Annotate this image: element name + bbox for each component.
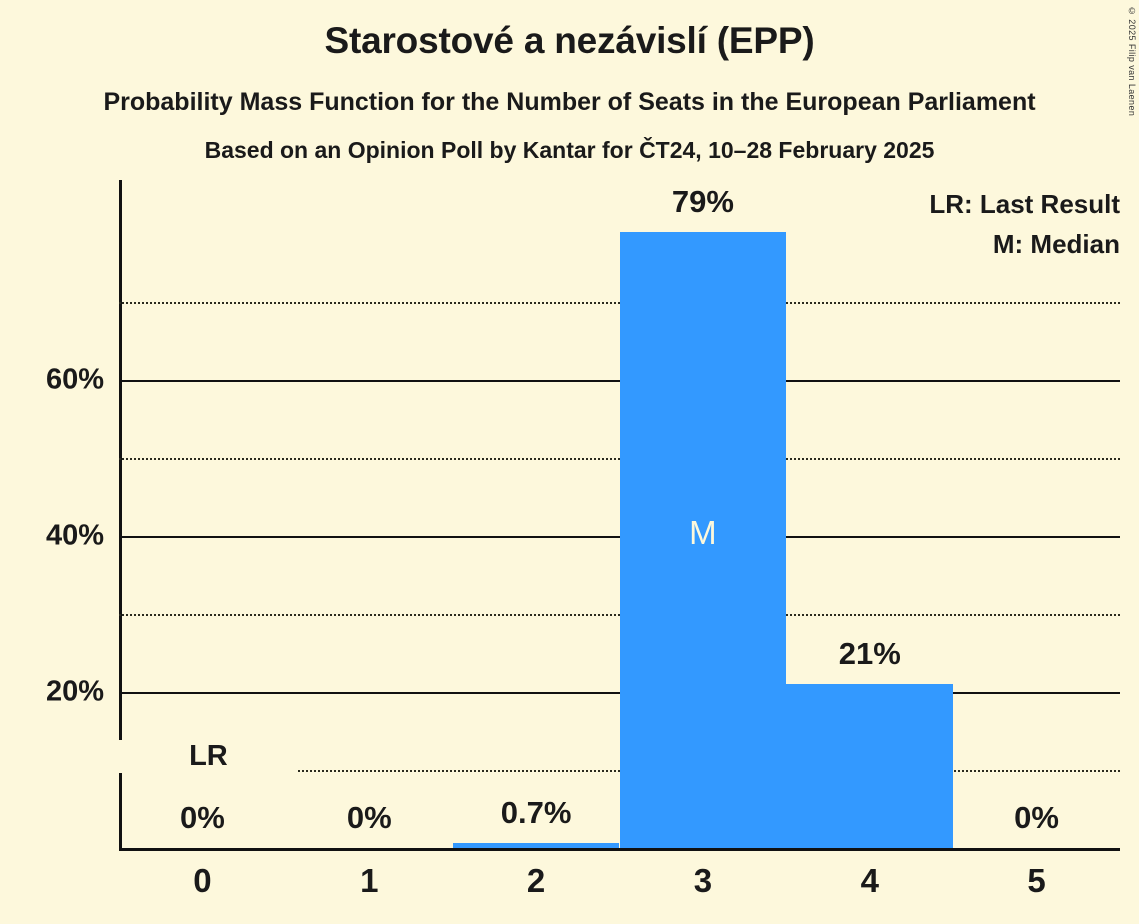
y-axis-tick-label: 40% (45, 519, 104, 552)
y-axis-tick-labels: 20% 40% 60% (0, 180, 104, 848)
x-axis-tick-label: 1 (360, 862, 379, 899)
bar (786, 684, 954, 848)
bar-value-label: 0% (1014, 800, 1059, 835)
x-axis-tick-label: 5 (1027, 862, 1046, 899)
x-axis-tick-label: 4 (860, 862, 879, 899)
x-axis-tick-labels: 0 1 2 3 4 5 (119, 862, 1120, 912)
legend-item-median: M: Median (992, 229, 1120, 259)
y-axis-tick-label: 20% (45, 675, 104, 708)
bar-value-label: 0% (346, 800, 392, 835)
x-axis-tick-label: 2 (526, 862, 546, 899)
page-title: Starostové a nezávislí (EPP) (324, 20, 815, 61)
legend: LR: Last Result M: Median (929, 184, 1120, 264)
median-marker: M (689, 513, 717, 551)
last-result-marker: LR (119, 739, 298, 773)
chart-source-note: Based on an Opinion Poll by Kantar for Č… (204, 137, 935, 163)
chart-subtitle: Probability Mass Function for the Number… (103, 88, 1036, 116)
bar (452, 842, 620, 848)
y-axis-line (119, 180, 122, 848)
copyright-notice: © 2025 Filip van Laenen (1127, 6, 1137, 117)
x-axis-line (119, 848, 1120, 851)
plot-area: M 0% 0% 0.7% 79% 21% 0% LR (119, 180, 1120, 851)
x-axis-tick-label: 3 (693, 862, 713, 899)
bar-value-label: 21% (838, 636, 901, 672)
bar-value-label: 0% (180, 800, 225, 835)
y-axis-tick-label: 60% (45, 363, 104, 396)
legend-item-last-result: LR: Last Result (929, 189, 1120, 219)
bar: M (619, 231, 787, 848)
bar-value-label: 79% (671, 183, 734, 219)
x-axis-tick-label: 0 (193, 862, 212, 899)
bar-value-label: 0.7% (500, 794, 572, 830)
